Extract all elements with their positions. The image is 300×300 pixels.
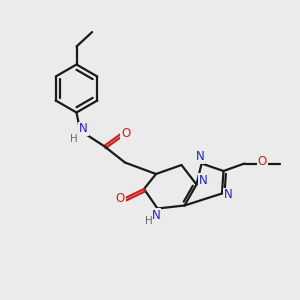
Text: N: N (152, 208, 160, 222)
Text: O: O (258, 154, 267, 168)
Text: H: H (145, 216, 152, 226)
Text: O: O (122, 127, 130, 140)
Text: N: N (199, 174, 208, 188)
Text: N: N (224, 188, 233, 202)
Text: N: N (196, 150, 205, 164)
Text: O: O (116, 192, 124, 205)
Text: H: H (70, 134, 77, 144)
Text: N: N (79, 122, 88, 136)
